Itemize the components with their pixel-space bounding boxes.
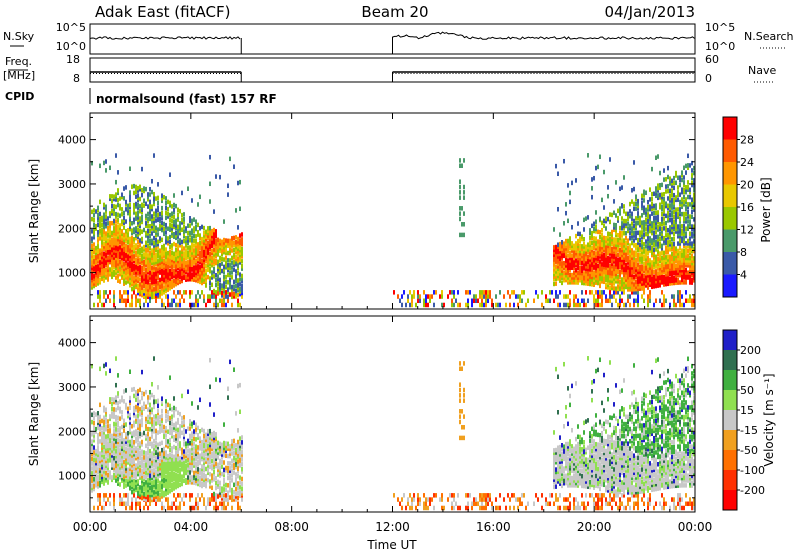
x-tick-label: 08:00 [274, 520, 309, 534]
color-scale-swatch [723, 274, 737, 298]
nsky-label: N.Sky [3, 30, 35, 43]
color-scale-swatch [723, 117, 737, 140]
color-scale-tick: 28 [740, 134, 754, 147]
nave-label: Nave [748, 64, 776, 77]
noise-right-tick-top: 10^5 [705, 21, 735, 34]
color-scale-tick: -15 [740, 424, 758, 437]
noise-left-tick-bottom: 10^0 [56, 40, 86, 53]
color-scale-swatch [723, 184, 737, 208]
color-scale-tick: -50 [740, 444, 758, 457]
y-tick-label: 3000 [58, 381, 86, 394]
y-tick-label: 2000 [58, 222, 86, 235]
color-scale-swatch [723, 139, 737, 163]
color-scale-swatch [723, 390, 737, 411]
color-scale-swatch [723, 430, 737, 451]
color-scale-tick: 16 [740, 201, 754, 214]
color-scale-tick: 50 [740, 384, 754, 397]
freq-left-tick-top: 18 [66, 53, 80, 66]
freq-left-tick-bottom: 8 [73, 72, 80, 85]
color-scale-swatch [723, 229, 737, 253]
y-tick-label: 1000 [58, 267, 86, 280]
color-scale-swatch [723, 370, 737, 391]
color-scale-tick: 12 [740, 224, 754, 237]
color-scale-tick: 20 [740, 179, 754, 192]
freq-right-tick-bottom: 0 [705, 72, 712, 85]
y-tick-label: 4000 [58, 337, 86, 350]
nsearch-label: N.Search [744, 30, 794, 43]
color-scale-swatch [723, 470, 737, 491]
cpid-text: normalsound (fast) 157 RF [96, 92, 277, 106]
station-title: Adak East (fitACF) [95, 3, 230, 21]
color-scale-tick: 15 [740, 404, 754, 417]
freq-label: Freq. [5, 55, 32, 68]
freq-unit-label: [MHz] [3, 69, 35, 82]
color-scale-tick: -100 [740, 464, 765, 477]
color-scale-swatch [723, 490, 737, 511]
y-tick-label: 3000 [58, 178, 86, 191]
noise-left-tick-top: 10^5 [56, 21, 86, 34]
color-scale-tick: 200 [740, 344, 761, 357]
color-scale-swatch [723, 450, 737, 471]
power-scale-title: Power [dB] [759, 177, 773, 242]
velocity-y-axis-label: Slant Range [km] [27, 362, 41, 466]
velocity-color-scale: 200 100 50 15 -15 -50 -100 -200 [722, 329, 765, 511]
color-scale-swatch [723, 330, 737, 351]
power-color-scale: 28 24 20 16 12 8 4 [722, 116, 754, 298]
x-tick-label: 04:00 [174, 520, 209, 534]
cpid-label: CPID [5, 90, 34, 103]
y-tick-label: 2000 [58, 425, 86, 438]
velocity-scale-title: Velocity [m s⁻¹] [762, 373, 776, 466]
power-heatmap [91, 153, 695, 308]
color-scale-swatch [723, 207, 737, 230]
color-scale-swatch [723, 252, 737, 275]
color-scale-swatch [723, 350, 737, 371]
noise-right-tick-bottom: 10^0 [705, 40, 735, 53]
noise-trace [89, 31, 696, 54]
frequency-trace [89, 71, 696, 82]
color-scale-tick: 4 [740, 269, 747, 282]
color-scale-tick: 8 [740, 246, 747, 259]
x-tick-label: 20:00 [577, 520, 612, 534]
x-tick-label: 00:00 [678, 520, 713, 534]
y-tick-label: 4000 [58, 134, 86, 147]
x-tick-label: 16:00 [476, 520, 511, 534]
x-axis-label: Time UT [366, 538, 417, 552]
power-y-axis-label: Slant Range [km] [27, 159, 41, 263]
velocity-heatmap [91, 356, 695, 511]
x-tick-label: 00:00 [73, 520, 108, 534]
beam-title: Beam 20 [361, 3, 428, 21]
color-scale-swatch [723, 410, 737, 431]
date-title: 04/Jan/2013 [605, 3, 696, 21]
y-tick-label: 1000 [58, 470, 86, 483]
freq-right-tick-top: 60 [705, 53, 719, 66]
color-scale-tick: 100 [740, 364, 761, 377]
color-scale-tick: -200 [740, 484, 765, 497]
x-tick-label: 12:00 [375, 520, 410, 534]
color-scale-tick: 24 [740, 156, 754, 169]
color-scale-swatch [723, 162, 737, 185]
